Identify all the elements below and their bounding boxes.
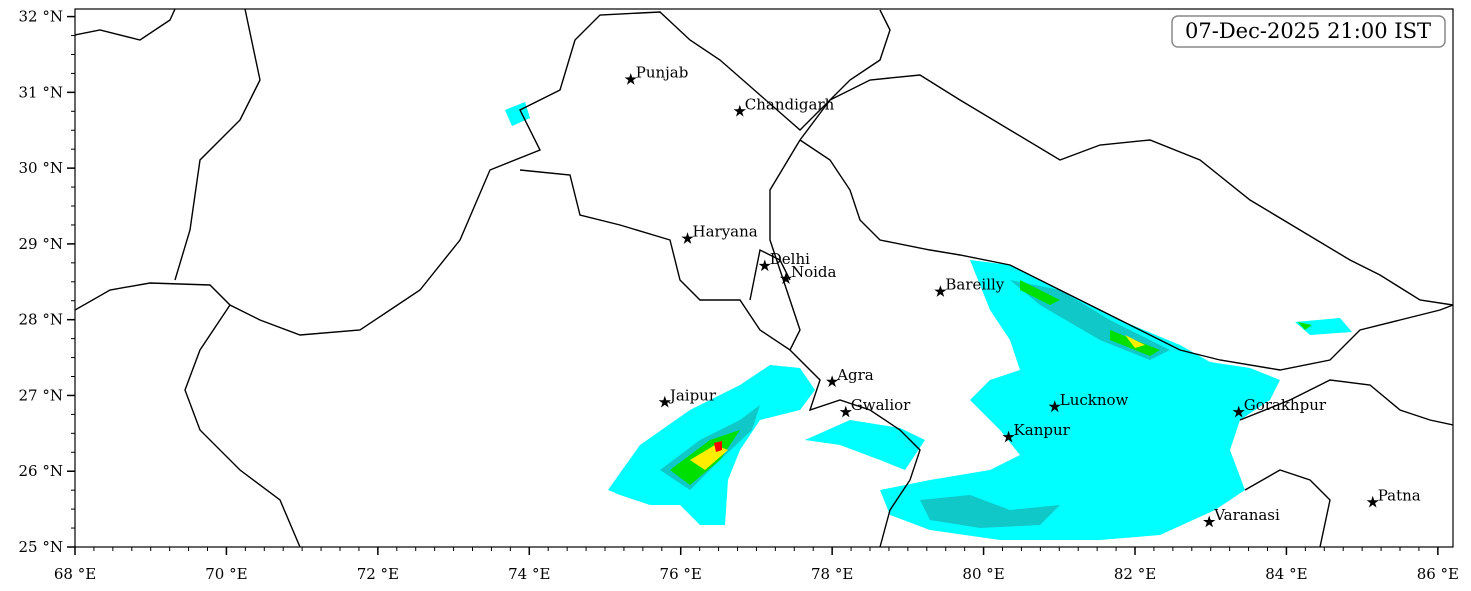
city-label: Jaipur	[668, 386, 717, 404]
city-marker	[658, 395, 671, 408]
x-tick-label: 72 °E	[357, 565, 399, 583]
city-label: Noida	[791, 263, 837, 281]
city-label: Haryana	[693, 223, 758, 241]
city-marker	[839, 405, 852, 418]
x-tick-label: 86 °E	[1417, 565, 1459, 583]
y-tick-label: 31 °N	[19, 83, 63, 101]
city-label: Varanasi	[1213, 506, 1280, 524]
y-tick-label: 27 °N	[19, 386, 63, 404]
city-label: Gwalior	[851, 396, 911, 414]
city-label: Chandigarh	[745, 95, 835, 113]
city-label: Punjab	[636, 63, 689, 81]
city-marker	[1203, 515, 1216, 528]
y-tick-label: 29 °N	[19, 235, 63, 253]
x-tick-label: 82 °E	[1114, 565, 1156, 583]
x-tick-label: 70 °E	[205, 565, 247, 583]
y-tick-label: 30 °N	[19, 159, 63, 177]
x-tick-label: 78 °E	[811, 565, 853, 583]
city-marker	[1232, 405, 1245, 418]
city-marker	[934, 285, 947, 297]
x-tick-label: 84 °E	[1265, 565, 1307, 583]
city-label: Patna	[1378, 486, 1421, 504]
city-marker	[733, 104, 746, 117]
map-layers	[75, 9, 1453, 547]
city-marker	[681, 232, 694, 244]
borders	[75, 9, 1453, 547]
city-marker	[1002, 430, 1015, 443]
city-label: Bareilly	[945, 276, 1004, 294]
plot-frame	[74, 8, 1454, 548]
x-tick-label: 76 °E	[660, 565, 702, 583]
city-label: Delhi	[770, 250, 810, 268]
precipitation	[505, 102, 1352, 540]
city-label: Lucknow	[1060, 391, 1129, 409]
city-marker	[826, 375, 839, 388]
x-tick-label: 80 °E	[962, 565, 1004, 583]
city-marker	[1048, 400, 1061, 413]
x-tick-label: 74 °E	[508, 565, 550, 583]
title: 07-Dec-2025 21:00 IST	[1185, 19, 1431, 43]
city-marker	[1366, 495, 1379, 508]
title-box	[1171, 15, 1446, 48]
city-marker	[779, 272, 793, 284]
axes: 68 °E 70 °E 72 °E 74 °E 76 °E 78 °E 80 °E 82 °E…	[19, 8, 1459, 583]
y-tick-label: 28 °N	[19, 311, 63, 329]
y-tick-label: 25 °N	[19, 538, 63, 556]
city-label: Agra	[836, 366, 874, 384]
city-label: Gorakhpur	[1244, 396, 1327, 414]
y-tick-label: 32 °N	[19, 8, 63, 26]
city-label: Kanpur	[1014, 421, 1071, 439]
city-marker	[758, 259, 771, 272]
y-tick-label: 26 °N	[19, 462, 63, 480]
x-tick-label: 68 °E	[54, 565, 96, 583]
city-marker	[624, 73, 637, 85]
